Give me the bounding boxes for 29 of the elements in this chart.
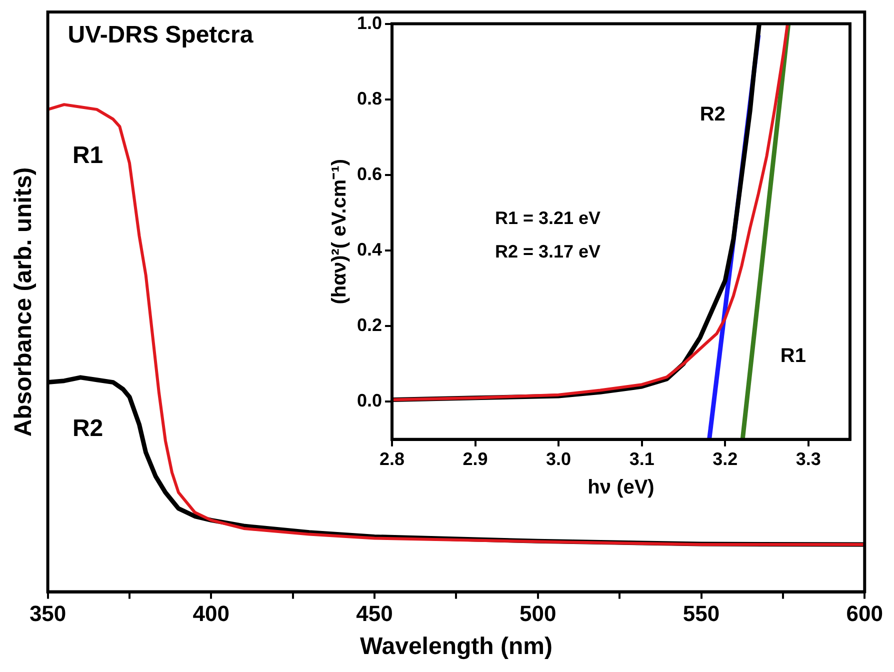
x-tick-label: 2.9 — [462, 449, 488, 470]
x-tick-label: 2.8 — [380, 449, 405, 470]
x-tick-label: 600 — [846, 601, 884, 626]
x-tick-label: 450 — [356, 601, 393, 626]
series-label: R1 — [72, 142, 104, 170]
y-tick-label: 0.8 — [356, 88, 382, 108]
x-tick-label: 400 — [192, 601, 230, 626]
y-axis-title: (hαν)²( eV.cm⁻¹) — [328, 158, 351, 304]
y-tick-label: 0.0 — [356, 390, 382, 411]
y-tick-label: 0.6 — [356, 164, 382, 184]
chart-title: UV-DRS Spetcra — [68, 22, 254, 49]
annotation: R2 = 3.17 eV — [494, 241, 601, 262]
y-tick-label: 1.0 — [356, 12, 382, 33]
y-tick-label: 0.4 — [356, 239, 382, 260]
annotation: R2 — [700, 104, 726, 126]
x-tick-label: 350 — [29, 601, 66, 626]
x-tick-label: 550 — [682, 601, 720, 626]
x-tick-label: 500 — [520, 601, 556, 626]
x-tick-label: 3.3 — [796, 449, 821, 470]
y-axis-title: Absorbance (arb. units) — [10, 167, 38, 437]
x-axis-title: Wavelength (nm) — [360, 633, 552, 660]
x-tick-label: 3.0 — [546, 449, 572, 470]
y-tick-label: 0.2 — [356, 315, 382, 336]
series-label: R2 — [72, 414, 104, 442]
annotation: R1 — [780, 344, 806, 367]
x-tick-label: 3.2 — [712, 449, 738, 470]
annotation: R1 = 3.21 eV — [494, 208, 601, 228]
x-tick-label: 3.1 — [629, 449, 654, 470]
x-axis-title: hν (eV) — [588, 476, 654, 499]
